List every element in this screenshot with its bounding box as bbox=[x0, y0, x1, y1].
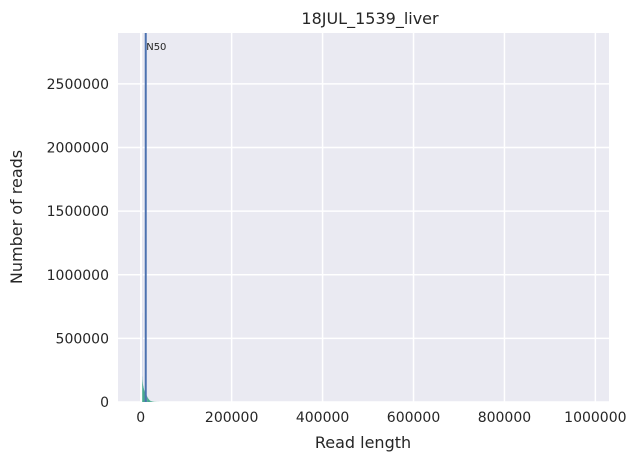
vertical-lines: N50 bbox=[140, 33, 166, 402]
x-tick-label: 800000 bbox=[478, 410, 531, 426]
histogram-bar bbox=[149, 400, 151, 402]
histogram-bar bbox=[149, 400, 150, 402]
histogram-bar bbox=[147, 397, 149, 402]
x-tick-label: 400000 bbox=[296, 410, 349, 426]
histogram-bar bbox=[148, 398, 149, 402]
y-tick-label: 1500000 bbox=[47, 204, 109, 220]
n50-label: N50 bbox=[146, 42, 166, 53]
x-tick-label: 0 bbox=[136, 410, 145, 426]
plot-background bbox=[118, 33, 609, 402]
histogram-bar bbox=[151, 401, 153, 402]
histogram-bar bbox=[147, 397, 148, 402]
x-axis-label: Read length bbox=[315, 433, 411, 452]
y-tick-label: 1000000 bbox=[47, 268, 109, 284]
histogram-bar bbox=[146, 396, 148, 402]
grid-layer bbox=[118, 33, 609, 403]
x-tick-label: 600000 bbox=[387, 410, 440, 426]
y-tick-label: 2000000 bbox=[47, 141, 109, 157]
y-tick-label: 0 bbox=[100, 395, 109, 411]
y-axis-label: Number of reads bbox=[7, 150, 26, 284]
overlay-bar bbox=[141, 351, 144, 402]
y-tick-label: 500000 bbox=[56, 331, 109, 347]
x-tick-labels: 0 200000 400000 600000 800000 1000000 bbox=[136, 410, 626, 426]
y-tick-label: 2500000 bbox=[47, 77, 109, 93]
histogram-bar bbox=[148, 399, 150, 402]
x-tick-label: 1000000 bbox=[564, 410, 626, 426]
y-tick-labels: 0 500000 1000000 1500000 2000000 2500000 bbox=[47, 77, 109, 411]
x-tick-label: 200000 bbox=[205, 410, 258, 426]
histogram-bar bbox=[144, 391, 145, 402]
histogram-bar bbox=[148, 399, 150, 402]
chart-title: 18JUL_1539_liver bbox=[301, 9, 439, 29]
histogram-bar bbox=[150, 401, 152, 402]
